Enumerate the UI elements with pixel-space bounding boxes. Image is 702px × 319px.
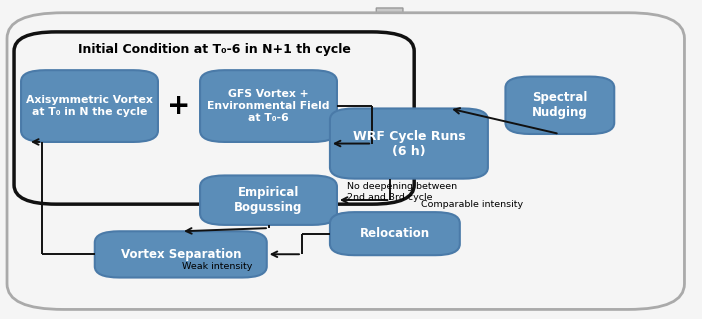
Text: Axisymmetric Vortex
at T₀ in N the cycle: Axisymmetric Vortex at T₀ in N the cycle xyxy=(26,95,153,117)
Text: GFS Vortex +
Environmental Field
at T₀-6: GFS Vortex + Environmental Field at T₀-6 xyxy=(207,89,330,123)
Text: Weak intensity: Weak intensity xyxy=(183,262,253,271)
Text: Spectral
Nudging: Spectral Nudging xyxy=(532,91,588,119)
FancyArrow shape xyxy=(367,255,412,306)
Text: No deepening between
2nd and 3rd cycle: No deepening between 2nd and 3rd cycle xyxy=(347,182,458,202)
FancyBboxPatch shape xyxy=(95,231,267,278)
Text: WRF Cycle Runs
(6 h): WRF Cycle Runs (6 h) xyxy=(352,130,465,158)
FancyBboxPatch shape xyxy=(21,70,158,142)
Text: Comparable intensity: Comparable intensity xyxy=(421,200,523,209)
FancyBboxPatch shape xyxy=(330,108,488,179)
FancyBboxPatch shape xyxy=(200,175,337,225)
Text: Vortex Separation: Vortex Separation xyxy=(121,248,241,261)
Text: Initial Condition at T₀-6 in N+1 th cycle: Initial Condition at T₀-6 in N+1 th cycl… xyxy=(78,43,350,56)
Text: +: + xyxy=(167,92,191,120)
FancyBboxPatch shape xyxy=(505,77,614,134)
Text: Relocation: Relocation xyxy=(360,227,430,240)
FancyBboxPatch shape xyxy=(330,212,460,255)
FancyBboxPatch shape xyxy=(14,32,414,204)
FancyArrow shape xyxy=(367,179,412,211)
FancyArrow shape xyxy=(367,8,412,107)
Text: Empirical
Bogussing: Empirical Bogussing xyxy=(234,186,303,214)
FancyBboxPatch shape xyxy=(200,70,337,142)
FancyBboxPatch shape xyxy=(7,13,684,309)
